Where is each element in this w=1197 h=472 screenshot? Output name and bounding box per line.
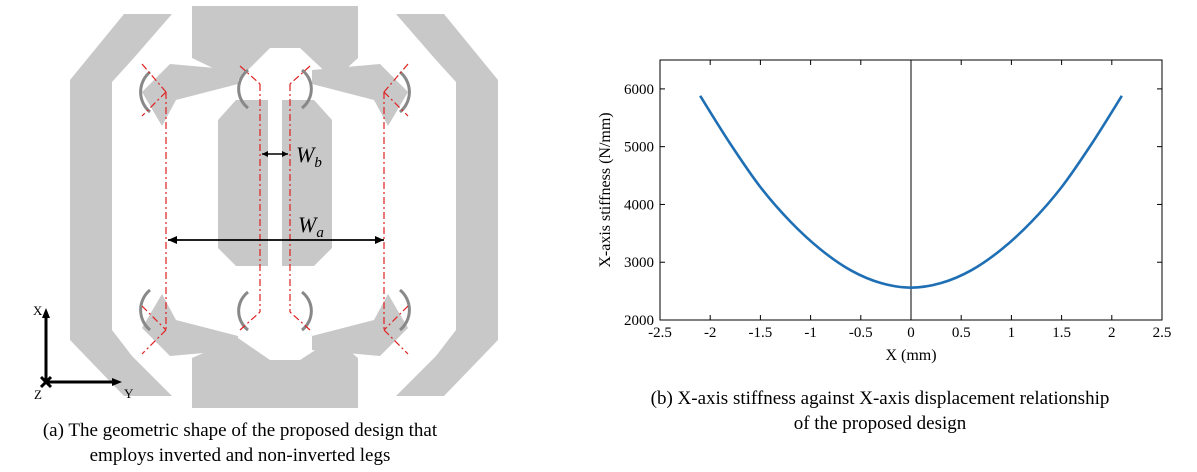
x-axis-ticks: -2.5 -2 -1.5 -1 -0.5 0 0.5 1 1.5 2 2.5 xyxy=(648,60,1171,341)
wb-label: Wb xyxy=(296,142,322,171)
x-tick-label: -2.5 xyxy=(648,325,672,341)
construction-lines xyxy=(141,63,409,355)
stiffness-chart: -2.5 -2 -1.5 -1 -0.5 0 0.5 1 1.5 2 2.5 2000 3000 400… xyxy=(597,59,1171,364)
caption-a: (a) The geometric shape of the proposed … xyxy=(0,418,480,468)
wa-label: Wa xyxy=(298,212,324,241)
x-tick-label: 0 xyxy=(907,325,915,341)
y-axis-ticks: 2000 3000 4000 5000 6000 xyxy=(624,82,1162,329)
x-tick-label: 0.5 xyxy=(952,325,971,341)
x-tick-label: -0.5 xyxy=(849,325,873,341)
axis-z-label: Z xyxy=(34,387,42,402)
stiffness-curve xyxy=(699,95,1123,289)
x-tick-label: -2 xyxy=(704,325,717,341)
x-tick-label: 2 xyxy=(1108,325,1116,341)
caption-a-line1: (a) The geometric shape of the proposed … xyxy=(42,420,438,441)
mechanism-diagram: Wb Wa X Y Z xyxy=(33,6,498,408)
x-tick-label: 1 xyxy=(1008,325,1016,341)
y-tick-label: 6000 xyxy=(624,82,654,98)
y-axis-label: X-axis stiffness (N/mm) xyxy=(597,112,614,267)
x-tick-label: -1 xyxy=(804,325,817,341)
dimension-wa: Wa xyxy=(168,212,384,244)
coordinate-axes: X Y Z xyxy=(33,303,134,402)
x-tick-label: 2.5 xyxy=(1153,325,1172,341)
caption-b-line2: of the proposed design xyxy=(793,413,967,434)
caption-b-line1: (b) X-axis stiffness against X-axis disp… xyxy=(650,388,1110,409)
axis-x-label: X xyxy=(33,303,43,318)
y-tick-label: 2000 xyxy=(624,313,654,329)
caption-b: (b) X-axis stiffness against X-axis disp… xyxy=(595,386,1165,436)
y-tick-label: 5000 xyxy=(624,140,654,156)
x-tick-label: 1.5 xyxy=(1052,325,1071,341)
caption-a-line2: employs inverted and non-inverted legs xyxy=(89,445,391,466)
flexure-arcs xyxy=(139,68,411,332)
x-tick-label: -1.5 xyxy=(749,325,773,341)
x-axis-label: X (mm) xyxy=(885,347,936,364)
y-tick-label: 3000 xyxy=(624,255,654,271)
dimension-wb: Wb xyxy=(262,142,322,171)
y-tick-label: 4000 xyxy=(624,197,654,213)
mechanism-body xyxy=(70,6,498,408)
axis-y-label: Y xyxy=(124,386,134,401)
